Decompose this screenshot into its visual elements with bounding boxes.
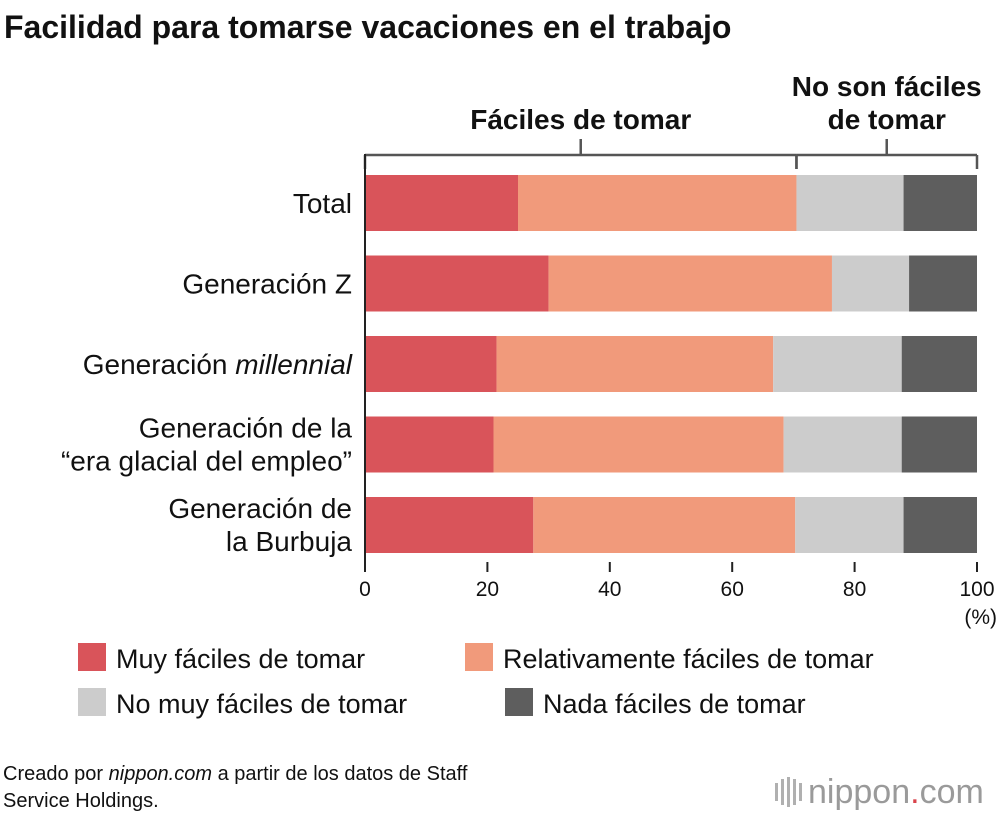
bracket-label: No son fáciles	[792, 71, 982, 102]
source-note-line1: Creado por nippon.com a partir de los da…	[3, 763, 468, 785]
x-unit-label: (%)	[964, 606, 997, 629]
category-label: la Burbuja	[226, 526, 353, 557]
category-label: Generación de	[168, 493, 352, 524]
bar-segment	[831, 255, 910, 312]
bars-group	[365, 175, 977, 553]
bar-segment	[533, 497, 796, 553]
bar-segment	[365, 255, 549, 312]
bar-segment	[795, 497, 904, 553]
category-label: Generación millennial	[83, 349, 353, 380]
category-label: Total	[293, 188, 352, 219]
bar-segment	[783, 416, 902, 473]
x-tick-label: 80	[843, 578, 866, 601]
category-label: “era glacial del empleo”	[61, 446, 352, 477]
bar-segment	[903, 497, 977, 553]
legend-label: No muy fáciles de tomar	[116, 689, 407, 719]
legend-label: Muy fáciles de tomar	[116, 644, 365, 674]
chart-title: Facilidad para tomarse vacaciones en el …	[4, 9, 731, 45]
nippon-logo: nippon.com	[775, 773, 984, 811]
bar-segment	[796, 175, 904, 231]
legend: Muy fáciles de tomar Relativamente fácile…	[78, 643, 874, 719]
x-axis: 0 20 40 60 80 100 (%)	[359, 154, 997, 629]
x-tick-label: 60	[721, 578, 744, 601]
legend-swatch	[505, 688, 533, 716]
bracket-label: Fáciles de tomar	[470, 104, 691, 135]
legend-swatch	[78, 643, 106, 671]
bar-segment	[903, 175, 977, 231]
bar-segment	[909, 255, 977, 312]
bar-segment	[365, 175, 518, 231]
bar-segment	[773, 336, 902, 392]
bar-segment	[518, 175, 797, 231]
legend-label: Relativamente fáciles de tomar	[503, 644, 874, 674]
bar-segment	[901, 416, 977, 473]
x-tick-label: 100	[959, 578, 994, 601]
brand-wordmark: nippon.com	[808, 773, 984, 811]
bar-segment	[901, 336, 977, 392]
source-note-line2: Service Holdings.	[3, 790, 159, 812]
category-label: Generación de la	[139, 413, 353, 444]
logo-mark-icon	[775, 777, 802, 807]
category-labels: Total Generación Z Generación millennial Ge…	[61, 188, 353, 557]
bar-segment	[548, 255, 832, 312]
bar-segment	[493, 416, 784, 473]
bar-segment	[365, 416, 494, 473]
category-label: Generación Z	[182, 269, 352, 300]
bar-segment	[365, 336, 497, 392]
bar-segment	[365, 497, 534, 553]
x-tick-label: 0	[359, 578, 371, 601]
x-tick-label: 40	[598, 578, 621, 601]
legend-label: Nada fáciles de tomar	[543, 689, 806, 719]
bracket-label: de tomar	[828, 104, 946, 135]
bar-segment	[496, 336, 774, 392]
legend-swatch	[78, 688, 106, 716]
legend-swatch	[465, 643, 493, 671]
x-tick-label: 20	[476, 578, 499, 601]
